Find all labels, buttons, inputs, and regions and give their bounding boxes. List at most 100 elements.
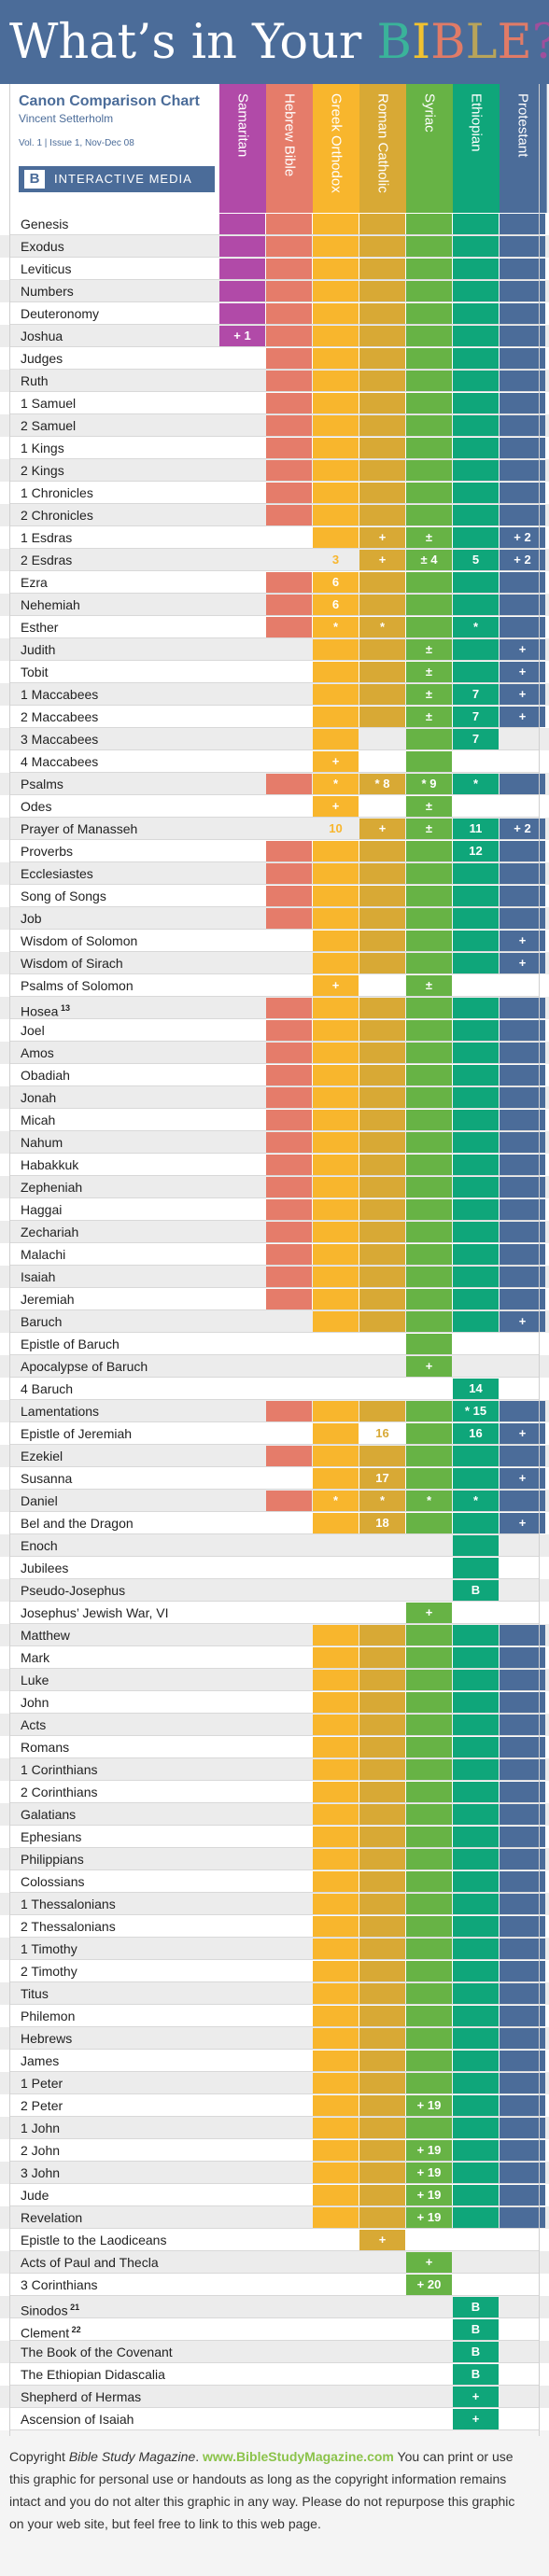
canon-cell-greek xyxy=(313,639,359,660)
canon-cell-catholic xyxy=(359,1468,405,1489)
canon-cell-hebrew xyxy=(266,281,312,301)
canon-cell-greek xyxy=(313,527,359,548)
canon-cell-ethiopian xyxy=(453,393,499,413)
book-name: 2 Samuel xyxy=(21,414,76,437)
row-divider xyxy=(9,2429,540,2430)
canon-cell-greek xyxy=(313,348,359,369)
canon-cell-syriac xyxy=(406,774,452,794)
canon-cell-protestant xyxy=(500,1401,545,1421)
book-name-text: 1 Esdras xyxy=(21,530,73,545)
canon-cell-protestant xyxy=(500,863,545,884)
canon-cell-catholic xyxy=(359,371,405,391)
canon-cell-protestant xyxy=(500,953,545,973)
canon-cell-catholic xyxy=(359,1670,405,1690)
canon-cell-syriac xyxy=(406,1939,452,1959)
book-name: Genesis xyxy=(21,213,68,235)
cell-note-greek: * xyxy=(332,1493,339,1507)
canon-cell-protestant xyxy=(500,684,545,705)
canon-cell-protestant xyxy=(500,1715,545,1735)
canon-cell-syriac xyxy=(406,2028,452,2049)
footer-site-link[interactable]: www.BibleStudyMagazine.com xyxy=(203,2449,394,2464)
book-name: 1 Thessalonians xyxy=(21,1893,116,1915)
canon-cell-greek xyxy=(313,483,359,503)
canon-cell-ethiopian xyxy=(453,281,499,301)
canon-cell-hebrew xyxy=(266,348,312,369)
canon-cell-greek xyxy=(313,1513,359,1533)
canon-cell-syriac xyxy=(406,931,452,951)
cell-note-ethiopian: * xyxy=(472,620,479,634)
book-name-text: Jude xyxy=(21,2188,49,2203)
canon-cell-protestant xyxy=(500,1759,545,1780)
canon-cell-syriac xyxy=(406,1110,452,1130)
canon-cell-ethiopian xyxy=(453,1401,499,1421)
book-name: 1 Maccabees xyxy=(21,683,98,706)
canon-cell-hebrew xyxy=(266,393,312,413)
canon-cell-syriac xyxy=(406,1625,452,1645)
column-label-greek: Greek Orthodox xyxy=(328,93,345,193)
book-name-text: 1 Kings xyxy=(21,441,64,455)
canon-cell-samaritan xyxy=(219,214,265,234)
book-name-text: Odes xyxy=(21,799,52,814)
book-name-text: Obadiah xyxy=(21,1068,70,1083)
canon-cell-catholic xyxy=(359,303,405,324)
cell-note-ethiopian: + xyxy=(472,2412,480,2426)
canon-cell-greek xyxy=(313,2073,359,2093)
canon-cell-catholic xyxy=(359,1043,405,1063)
canon-cell-syriac xyxy=(406,863,452,884)
canon-cell-syriac xyxy=(406,326,452,346)
column-label-protestant: Protestant xyxy=(514,93,531,158)
footnote-ref: 13 xyxy=(58,1003,70,1013)
row-divider xyxy=(9,1197,540,1198)
book-name: Joshua xyxy=(21,325,63,347)
canon-cell-hebrew xyxy=(266,1222,312,1242)
canon-cell-hebrew xyxy=(266,460,312,481)
canon-cell-greek xyxy=(313,438,359,458)
cell-note-ethiopian: 12 xyxy=(469,844,483,858)
canon-cell-greek xyxy=(313,1871,359,1892)
canon-cell-ethiopian xyxy=(453,1961,499,1981)
canon-cell-syriac xyxy=(406,819,452,839)
row-divider xyxy=(9,1601,540,1602)
canon-cell-catholic xyxy=(359,2073,405,2093)
canon-cell-ethiopian xyxy=(453,1110,499,1130)
row-divider xyxy=(9,1130,540,1131)
book-name: Ezra xyxy=(21,571,48,594)
book-name-text: The Ethiopian Didascalia xyxy=(21,2367,165,2382)
book-name-text: 2 Kings xyxy=(21,463,64,478)
book-name: Philemon xyxy=(21,2005,75,2027)
canon-cell-protestant xyxy=(500,2073,545,2093)
book-name-text: Epistle to the Laodiceans xyxy=(21,2233,167,2247)
title-part-0: What’s in Your xyxy=(9,15,377,70)
canon-cell-syriac xyxy=(406,1692,452,1713)
cell-note-greek: + xyxy=(331,754,340,768)
canon-cell-greek xyxy=(313,751,359,772)
cell-note-syriac: ± xyxy=(425,642,433,656)
canon-cell-hebrew xyxy=(266,998,312,1018)
canon-cell-hebrew xyxy=(266,1491,312,1511)
row-divider xyxy=(9,458,540,459)
canon-cell-catholic xyxy=(359,281,405,301)
book-name: Proverbs xyxy=(21,840,73,862)
canon-cell-greek xyxy=(313,236,359,257)
book-name-text: Philemon xyxy=(21,2009,76,2023)
row-divider xyxy=(9,413,540,414)
table-row xyxy=(0,974,549,997)
canon-cell-greek xyxy=(313,1827,359,1847)
book-name: The Ethiopian Didascalia xyxy=(21,2363,165,2386)
book-name: Psalms xyxy=(21,773,63,795)
canon-cell-ethiopian xyxy=(453,259,499,279)
canon-cell-hebrew xyxy=(266,1177,312,1197)
book-name: Esther xyxy=(21,616,58,638)
row-divider xyxy=(9,2116,540,2117)
cell-note-protestant: + xyxy=(518,665,527,679)
canon-cell-protestant xyxy=(500,1491,545,1511)
cell-note-ethiopian: B xyxy=(471,2367,481,2381)
book-name-text: Daniel xyxy=(21,1493,58,1508)
canon-cell-hebrew xyxy=(266,259,312,279)
row-divider xyxy=(9,615,540,616)
canon-cell-ethiopian xyxy=(453,2319,499,2340)
book-name: Hebrews xyxy=(21,2027,72,2050)
canon-cell-catholic xyxy=(359,1199,405,1220)
canon-cell-ethiopian xyxy=(453,684,499,705)
canon-cell-greek xyxy=(313,2163,359,2183)
